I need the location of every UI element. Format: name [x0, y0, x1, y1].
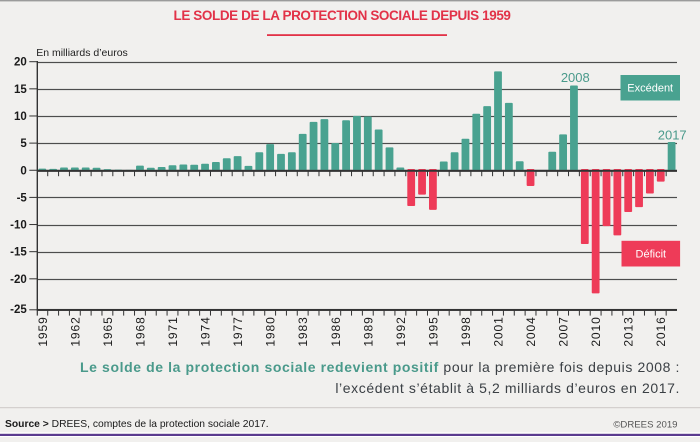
svg-text:-10: -10	[10, 220, 27, 232]
svg-text:2016: 2016	[654, 316, 668, 346]
svg-text:1974: 1974	[199, 316, 213, 346]
svg-text:15: 15	[14, 84, 27, 96]
svg-text:l’excédent s’établit à 5,2 mil: l’excédent s’établit à 5,2 milliards d’e…	[335, 380, 680, 396]
svg-text:1965: 1965	[101, 316, 115, 346]
svg-text:1983: 1983	[296, 316, 310, 346]
svg-text:1986: 1986	[329, 316, 343, 346]
svg-text:2007: 2007	[557, 316, 571, 346]
svg-text:5: 5	[20, 138, 27, 150]
svg-text:2004: 2004	[524, 316, 538, 346]
svg-text:LE SOLDE DE LA PROTECTION SOCI: LE SOLDE DE LA PROTECTION SOCIALE DEPUIS…	[173, 8, 510, 23]
svg-text:1980: 1980	[264, 316, 278, 346]
svg-text:Excédent: Excédent	[627, 83, 673, 95]
svg-text:-15: -15	[10, 247, 27, 259]
svg-text:2008: 2008	[561, 70, 590, 85]
svg-text:1995: 1995	[426, 316, 440, 346]
svg-text:2001: 2001	[492, 316, 506, 346]
svg-text:1959: 1959	[36, 316, 50, 346]
svg-text:En milliards d’euros: En milliards d’euros	[36, 47, 128, 59]
svg-text:10: 10	[14, 111, 27, 123]
svg-text:1968: 1968	[133, 316, 147, 346]
svg-text:Déficit: Déficit	[636, 249, 667, 261]
svg-text:2010: 2010	[589, 316, 603, 346]
svg-text:1992: 1992	[394, 316, 408, 346]
svg-text:1971: 1971	[166, 316, 180, 346]
svg-text:-25: -25	[10, 304, 27, 316]
svg-text:Le solde de la protection soci: Le solde de la protection sociale redevi…	[80, 359, 680, 375]
svg-text:1989: 1989	[361, 316, 375, 346]
svg-text:-5: -5	[17, 192, 28, 204]
svg-text:1962: 1962	[68, 316, 82, 346]
svg-text:2017: 2017	[658, 128, 687, 143]
svg-text:2013: 2013	[622, 316, 636, 346]
svg-text:-20: -20	[10, 274, 27, 286]
svg-text:©DREES 2019: ©DREES 2019	[613, 420, 677, 431]
svg-text:1998: 1998	[459, 316, 473, 346]
svg-text:20: 20	[14, 57, 27, 69]
svg-text:Source > DREES, comptes de la: Source > DREES, comptes de la protection…	[5, 419, 269, 430]
svg-text:0: 0	[20, 165, 26, 177]
svg-text:1977: 1977	[231, 316, 245, 346]
